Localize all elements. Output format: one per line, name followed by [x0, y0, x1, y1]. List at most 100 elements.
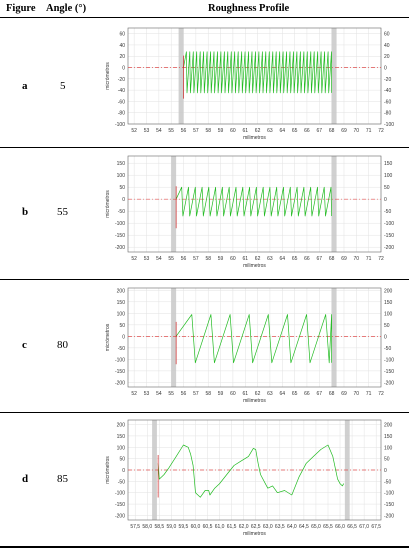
y-axis-label: micrómetros: [105, 323, 111, 351]
x-tick-label: 59,5: [179, 524, 189, 530]
y-tick-label-left: -100: [115, 357, 125, 363]
y-tick-label-right: -150: [384, 502, 394, 508]
roughness-profile-line: [157, 444, 345, 498]
x-tick-label: 52: [131, 391, 137, 397]
y-tick-label-left: -200: [115, 245, 125, 251]
y-tick-label-right: -100: [384, 221, 394, 227]
y-tick-label-left: 40: [119, 43, 125, 49]
x-tick-label: 66,5: [347, 524, 357, 530]
x-tick-label: 61,5: [227, 524, 237, 530]
x-tick-label: 63,5: [275, 524, 285, 530]
y-tick-label-right: 50: [384, 457, 390, 463]
x-tick-label: 53: [144, 256, 150, 262]
y-tick-label-left: -50: [118, 346, 125, 352]
x-tick-label: 52: [131, 128, 137, 134]
x-tick-label: 62: [255, 128, 261, 134]
y-tick-label-right: -200: [384, 245, 394, 251]
shaded-region: [152, 420, 157, 520]
x-tick-label: 72: [378, 256, 384, 262]
x-axis-label: milimetros: [243, 398, 266, 404]
x-tick-label: 55: [168, 391, 174, 397]
x-tick-label: 64: [279, 391, 285, 397]
y-tick-label-left: -50: [118, 209, 125, 215]
y-tick-label-left: 0: [122, 468, 125, 474]
plot-frame: [127, 155, 382, 253]
y-tick-label-left: 0: [122, 197, 125, 203]
x-tick-label: 69: [341, 391, 347, 397]
x-tick-label: 72: [378, 391, 384, 397]
header-angle: Angle (°): [46, 3, 87, 14]
roughness-profile-line: [175, 186, 332, 217]
shaded-region: [171, 288, 177, 387]
x-tick-label: 60: [230, 391, 236, 397]
y-tick-label-left: 100: [117, 445, 126, 451]
y-tick-label-left: 50: [119, 457, 125, 463]
roughness-chart-b: 52 53 54 55 56 57 58 59 60 61 62 63 64 65 66 67 68 69 70 71…: [105, 155, 394, 269]
x-tick-label: 67: [317, 256, 323, 262]
y-tick-label-left: -60: [118, 99, 125, 105]
y-tick-label-left: 60: [119, 32, 125, 38]
y-tick-label-right: -50: [384, 209, 391, 215]
x-tick-label: 63: [267, 391, 273, 397]
y-tick-label-right: 0: [384, 66, 387, 72]
x-tick-label: 61: [242, 391, 248, 397]
header-figure: Figure: [6, 3, 36, 14]
x-tick-label: 65: [292, 256, 298, 262]
y-tick-label-right: 200: [384, 288, 393, 294]
y-tick-label-left: 200: [117, 423, 126, 429]
x-tick-label: 64,5: [299, 524, 309, 530]
y-tick-label-right: -40: [384, 88, 391, 94]
x-tick-label: 68: [329, 256, 335, 262]
y-tick-label-left: -100: [115, 122, 125, 128]
x-tick-label: 55: [168, 128, 174, 134]
row-divider-3: [0, 412, 409, 413]
x-tick-label: 59: [218, 256, 224, 262]
y-tick-label-left: 150: [117, 161, 126, 167]
y-tick-label-left: -150: [115, 502, 125, 508]
row-angle-a: 5: [60, 80, 66, 92]
y-tick-label-left: 0: [122, 66, 125, 72]
roughness-profile-line: [175, 314, 332, 364]
row-figure-b: b: [22, 206, 29, 218]
y-tick-label-left: 50: [119, 323, 125, 329]
y-tick-label-left: -200: [115, 380, 125, 386]
x-tick-label: 67,0: [359, 524, 369, 530]
y-tick-label-right: -100: [384, 357, 394, 363]
x-tick-label: 60: [230, 256, 236, 262]
x-axis-label: milimetros: [243, 531, 266, 537]
x-tick-label: 56: [181, 256, 187, 262]
x-tick-label: 59,0: [167, 524, 177, 530]
roughness-profile-line: [183, 51, 332, 94]
x-tick-label: 67,5: [371, 524, 381, 530]
row-figure-a: a: [22, 80, 28, 92]
header-rule: [0, 17, 409, 18]
x-tick-label: 67: [317, 391, 323, 397]
x-tick-label: 71: [366, 256, 372, 262]
x-tick-label: 56: [181, 128, 187, 134]
y-tick-label-right: -50: [384, 479, 391, 485]
y-tick-label-left: 100: [117, 311, 126, 317]
x-tick-label: 60,0: [191, 524, 201, 530]
y-tick-label-left: -100: [115, 491, 125, 497]
shaded-region: [171, 156, 177, 252]
x-tick-label: 71: [366, 391, 372, 397]
x-tick-label: 58: [205, 256, 211, 262]
x-tick-label: 66: [304, 391, 310, 397]
y-tick-label-right: -60: [384, 99, 391, 105]
y-tick-label-right: 100: [384, 173, 393, 179]
row-figure-c: c: [22, 339, 27, 351]
y-tick-label-left: -80: [118, 111, 125, 117]
y-tick-label-right: 50: [384, 323, 390, 329]
y-tick-label-right: 0: [384, 468, 387, 474]
y-tick-label-left: 200: [117, 288, 126, 294]
header-roughness-profile: Roughness Profile: [208, 3, 290, 14]
y-tick-label-left: -150: [115, 233, 125, 239]
x-tick-label: 62: [255, 256, 261, 262]
y-tick-label-left: 50: [119, 185, 125, 191]
plot-frame: [127, 287, 382, 388]
x-tick-label: 68: [329, 128, 335, 134]
x-tick-label: 60: [230, 128, 236, 134]
x-tick-label: 65,0: [311, 524, 321, 530]
y-tick-label-right: 150: [384, 434, 393, 440]
x-tick-label: 68: [329, 391, 335, 397]
